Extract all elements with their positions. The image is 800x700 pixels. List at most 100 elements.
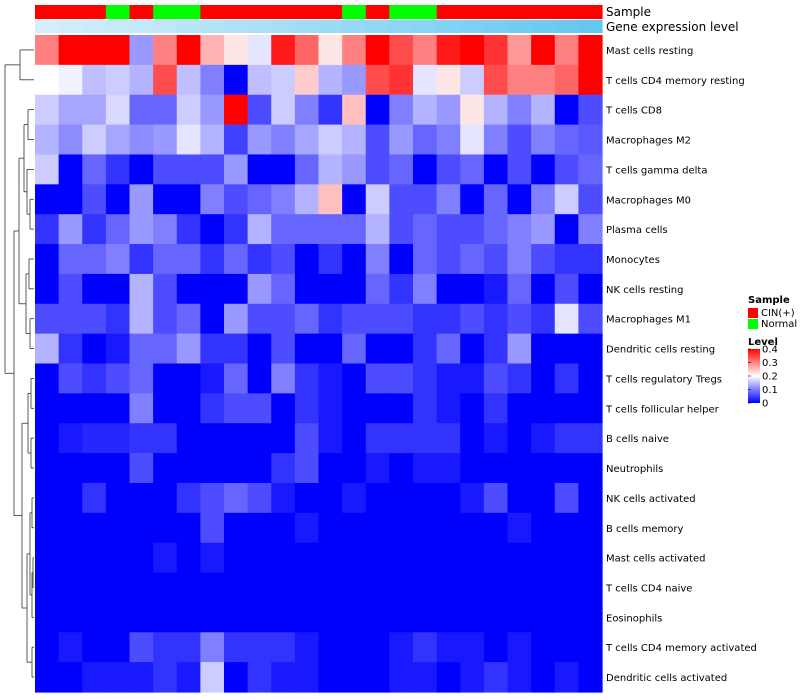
heatmap-cell [318,184,343,215]
heatmap-cell [35,662,60,693]
heatmap-cell [58,154,83,185]
heatmap-cell [413,94,438,126]
heatmap-cell [294,303,320,335]
heatmap-cell [200,363,225,394]
heatmap-cell [82,482,107,514]
heatmap-cell [342,94,367,126]
heatmap-cell [365,333,390,365]
heatmap-cell [507,124,532,156]
heatmap-cell [413,453,438,484]
row-label: NK cells activated [606,494,696,505]
heatmap-cell [342,303,367,335]
heatmap-cell [460,423,485,454]
row-label: Macrophages M1 [606,315,691,326]
heatmap-cell [460,333,485,365]
heatmap-cell [105,602,131,633]
heatmap-cell [153,542,178,574]
heatmap-cell [342,423,367,454]
heatmap-cell [58,363,83,394]
heatmap-cell [436,572,461,604]
legend-level-title: Level [748,337,778,348]
heatmap-cell [531,273,556,305]
heatmap-cell [247,542,272,574]
heatmap-cell [436,482,461,514]
heatmap-cell [153,602,178,633]
heatmap-cell [153,124,178,156]
heatmap-cell [176,273,201,305]
sample-annotation-cell [82,5,107,19]
heatmap-cell [247,482,272,514]
sample-annotation-cell [224,5,249,19]
heatmap-cell [507,423,532,454]
heatmap-cell [105,124,131,156]
heatmap-cell [342,662,367,693]
heatmap-cell [105,632,131,663]
heatmap-cell [342,572,367,604]
heatmap-cell [200,333,225,365]
heatmap-cell [58,94,83,126]
row-label: Neutrophils [606,464,663,475]
heatmap-cell [460,64,485,96]
heatmap-cell [436,632,461,663]
row-label: Mast cells activated [606,554,705,565]
sample-annotation-cell [294,5,320,19]
heatmap-cell [483,453,509,484]
heatmap-cell [365,273,390,305]
heatmap-cell [531,124,556,156]
heatmap-cell [294,512,320,544]
heatmap-cell [224,602,249,633]
row-label: T cells follicular helper [605,404,720,415]
legend-normal-label: Normal [761,319,797,330]
heatmap-cell [82,453,107,484]
heatmap-cell [153,482,178,514]
heatmap-cell [224,35,249,66]
heatmap-cell [318,423,343,454]
heatmap-cell [460,482,485,514]
heatmap-cell [294,333,320,365]
heatmap-cell [531,64,556,96]
heatmap-cell [129,214,154,245]
heatmap-cell [271,273,296,305]
heatmap-cell [436,64,461,96]
heatmap-cell [554,602,579,633]
heatmap-cell [176,154,201,185]
legend-level-tick-label: 0 [762,399,768,410]
heatmap-cell [554,512,579,544]
heatmap-cell [82,423,107,454]
heatmap-cell [200,184,225,215]
heatmap-cell [413,214,438,245]
heatmap-cell [318,273,343,305]
heatmap-cell [554,184,579,215]
heatmap-cell [294,423,320,454]
heatmap-cell [436,124,461,156]
heatmap-cell [129,154,154,185]
heatmap-cell [413,273,438,305]
heatmap-cell [153,244,178,275]
heatmap-cell [436,453,461,484]
heatmap-cell [200,94,225,126]
heatmap-cell [129,482,154,514]
heatmap-cell [247,273,272,305]
heatmap-cell [413,482,438,514]
heatmap-cell [176,94,201,126]
heatmap-cell [224,453,249,484]
heatmap-cell [58,184,83,215]
heatmap-cell [554,333,579,365]
heatmap-cell [35,512,60,544]
heatmap-cell [531,154,556,185]
heatmap-cell [554,303,579,335]
heatmap-cell [436,423,461,454]
sample-annotation-track [35,5,603,19]
heatmap-cell [247,572,272,604]
heatmap-cell [531,453,556,484]
heatmap-cell [578,393,603,424]
heatmap-cell [200,154,225,185]
heatmap-cell [365,363,390,394]
heatmap-cell [247,453,272,484]
heatmap-cell [554,453,579,484]
heatmap-cell [365,632,390,663]
expression-annotation-cell [483,20,509,33]
heatmap-cell [153,35,178,66]
heatmap-cell [271,423,296,454]
heatmap-cell [129,453,154,484]
